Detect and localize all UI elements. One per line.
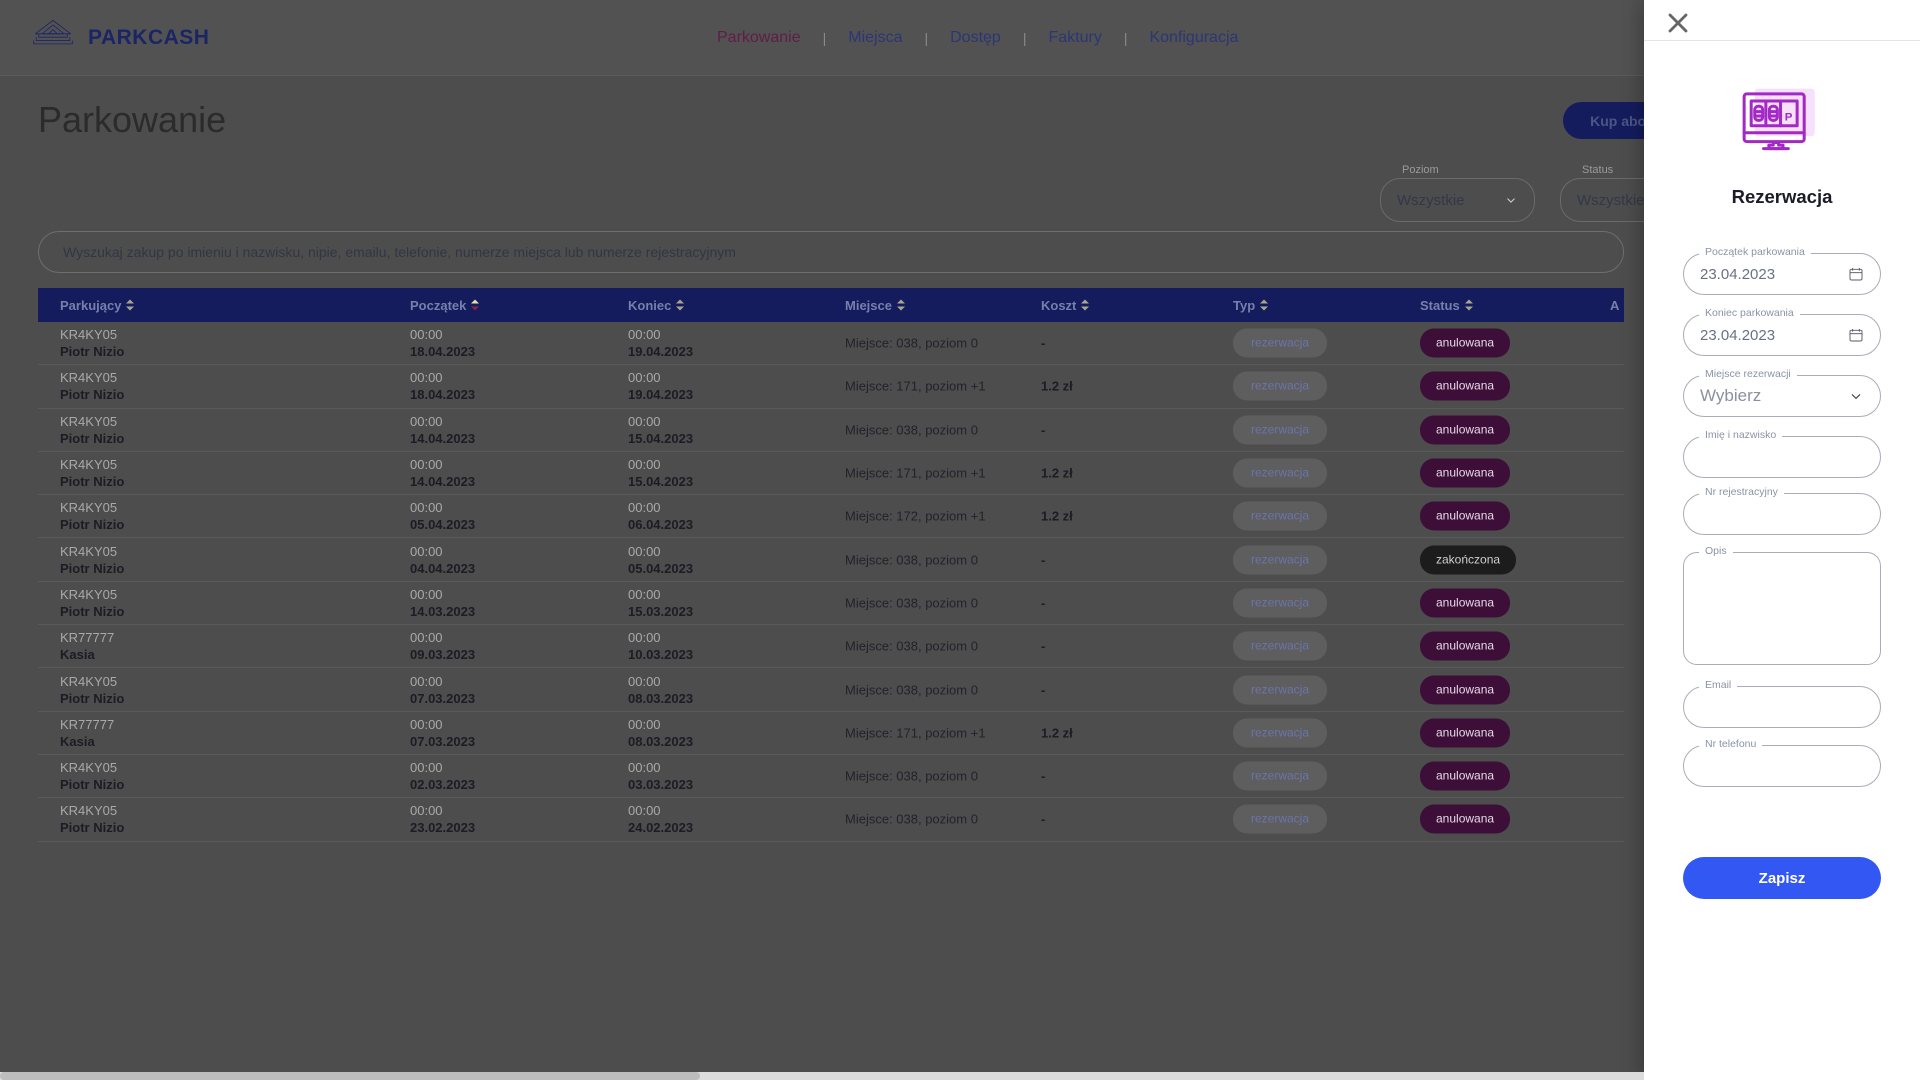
svg-text:P: P (1785, 111, 1793, 123)
